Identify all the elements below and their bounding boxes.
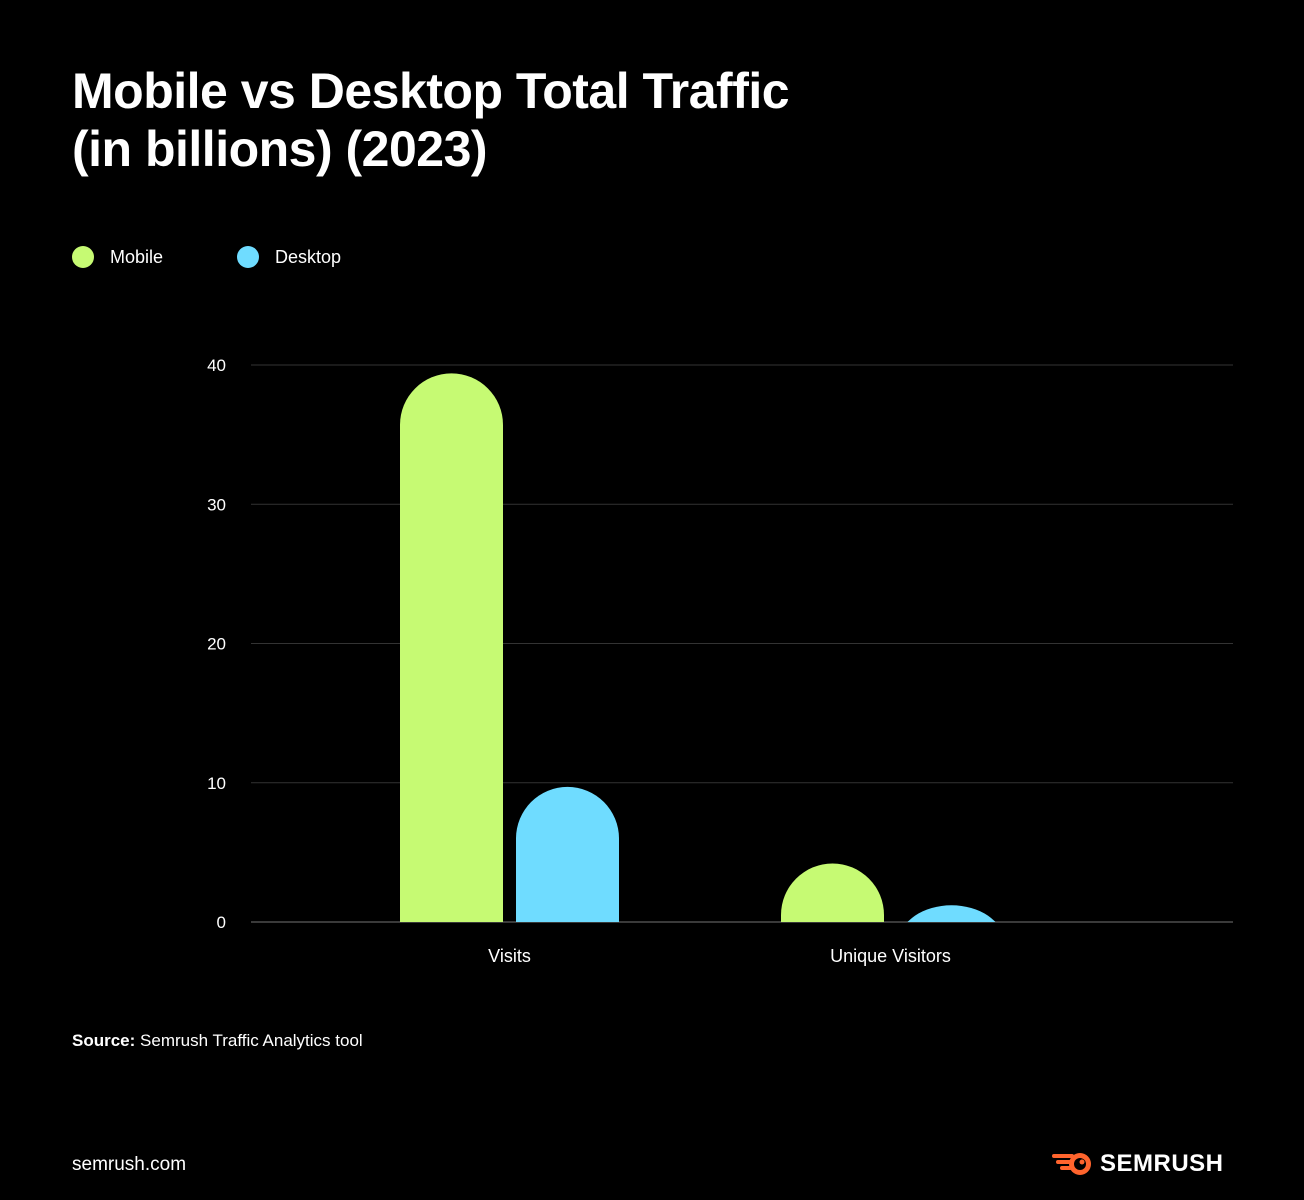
title-line-1: Mobile vs Desktop Total Traffic xyxy=(72,63,790,119)
semrush-fireball-icon xyxy=(1052,1153,1091,1175)
legend-swatch-mobile xyxy=(72,246,94,268)
legend-item-desktop: Desktop xyxy=(237,246,402,268)
brand-name: SEMRUSH xyxy=(1100,1150,1224,1177)
y-tick-label: 10 xyxy=(207,774,226,793)
bar-desktop xyxy=(907,905,996,922)
legend-label: Mobile xyxy=(110,246,164,267)
semrush-logo: SEMRUSH xyxy=(1052,1150,1224,1178)
legend-label: Desktop xyxy=(275,246,342,267)
site-url: semrush.com xyxy=(72,1154,187,1175)
source-label: Source: xyxy=(72,1031,136,1050)
legend-item-mobile: Mobile xyxy=(72,246,237,268)
source-text: Semrush Traffic Analytics tool xyxy=(135,1031,363,1050)
y-tick-label: 20 xyxy=(207,635,226,654)
x-tick-label: Visits xyxy=(488,946,531,966)
bar-chart: 0 10 20 30 40 Visits Unique Visitors xyxy=(207,356,1233,966)
y-tick-label: 30 xyxy=(207,495,226,514)
source-note: Source: Semrush Traffic Analytics tool xyxy=(72,1031,363,1051)
bar-mobile xyxy=(781,863,884,922)
chart-title: Mobile vs Desktop Total Traffic (in bill… xyxy=(72,62,790,178)
legend-swatch-desktop xyxy=(237,246,259,268)
y-tick-label: 0 xyxy=(217,913,226,932)
x-tick-label: Unique Visitors xyxy=(830,946,951,966)
bar-mobile xyxy=(400,373,503,922)
y-tick-label: 40 xyxy=(207,356,226,375)
bar-desktop xyxy=(516,786,619,922)
title-line-2: (in billions) (2023) xyxy=(72,121,488,177)
legend: Mobile Desktop xyxy=(72,246,402,268)
